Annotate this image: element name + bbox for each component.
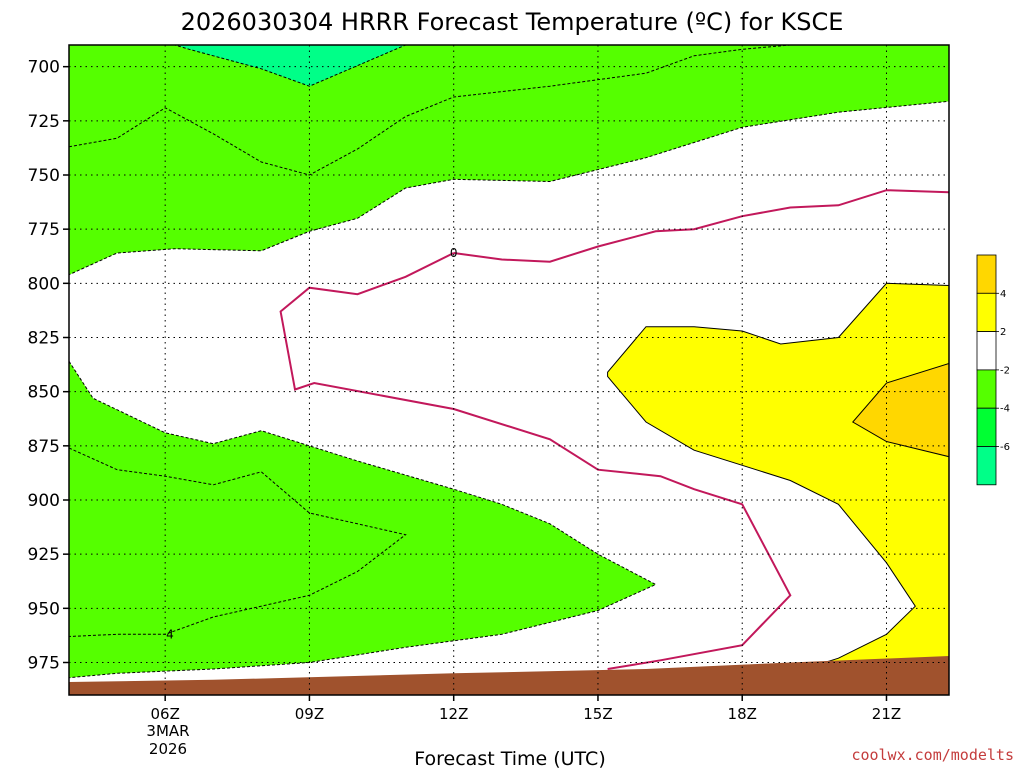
y-tick-label: 825 — [28, 329, 60, 349]
y-tick-label: 900 — [28, 491, 60, 511]
legend-band — [976, 331, 997, 371]
y-tick-label: 850 — [28, 383, 60, 403]
legend-band — [976, 254, 997, 294]
x-tick-label: 12Z — [439, 705, 468, 723]
x-axis-label: Forecast Time (UTC) — [414, 748, 605, 768]
y-tick-label: 800 — [28, 274, 60, 294]
contour-labels: 04 — [166, 246, 457, 641]
y-tick-label: 950 — [28, 599, 60, 619]
y-tick-label: 700 — [28, 58, 60, 78]
legend-label: -4 — [1000, 404, 1010, 415]
y-tick-label: 975 — [28, 654, 60, 674]
legend-band — [976, 407, 997, 447]
y-tick-label: 925 — [28, 545, 60, 565]
legend-label: -6 — [1000, 442, 1010, 453]
x-tick-label: 18Z — [728, 705, 757, 723]
x-tick-label: 21Z — [872, 705, 901, 723]
region-ground — [69, 656, 949, 695]
region-minus4-lower — [69, 447, 407, 638]
date-label-year: 2026 — [149, 740, 187, 758]
y-tick-label: 725 — [28, 112, 60, 132]
legend-label: 4 — [1000, 289, 1006, 300]
y-axis: 700 725 750 775 800 825 850 875 900 925 950 975 — [28, 58, 69, 674]
contour-label: 0 — [450, 246, 458, 260]
region-minus2-upper — [69, 45, 949, 276]
legend-band — [976, 292, 997, 332]
x-tick-label: 15Z — [583, 705, 612, 723]
y-tick-label: 875 — [28, 437, 60, 457]
date-label-day: 3MAR — [146, 722, 189, 740]
isotherm-zero-upper — [453, 189, 949, 263]
region-plus2 — [607, 282, 949, 695]
legend-label: -2 — [1000, 365, 1010, 376]
y-tick-label: 775 — [28, 220, 60, 240]
contour-label: 4 — [166, 627, 174, 641]
x-axis: 06Z 09Z 12Z 15Z 18Z 21Z — [150, 695, 901, 723]
x-tick-label: 06Z — [150, 705, 179, 723]
y-tick-label: 750 — [28, 166, 60, 186]
region-plus4 — [852, 362, 949, 458]
plot-frame — [68, 44, 950, 696]
isotherm-zero-lower — [279, 252, 792, 670]
legend-label: 2 — [1000, 327, 1006, 338]
legend-band — [976, 369, 997, 409]
region-minus6-upper — [174, 45, 406, 87]
color-legend: 4 2 -2 -4 -6 — [976, 254, 1010, 486]
legend-band — [976, 446, 997, 486]
grid-lines — [69, 45, 949, 695]
credit-text: coolwx.com/modelts — [851, 746, 1014, 764]
x-tick-label: 09Z — [295, 705, 324, 723]
plot-regions — [69, 45, 949, 695]
chart-title: 2026030304 HRRR Forecast Temperature (ºC… — [181, 8, 844, 36]
zero-isotherm — [279, 189, 949, 670]
